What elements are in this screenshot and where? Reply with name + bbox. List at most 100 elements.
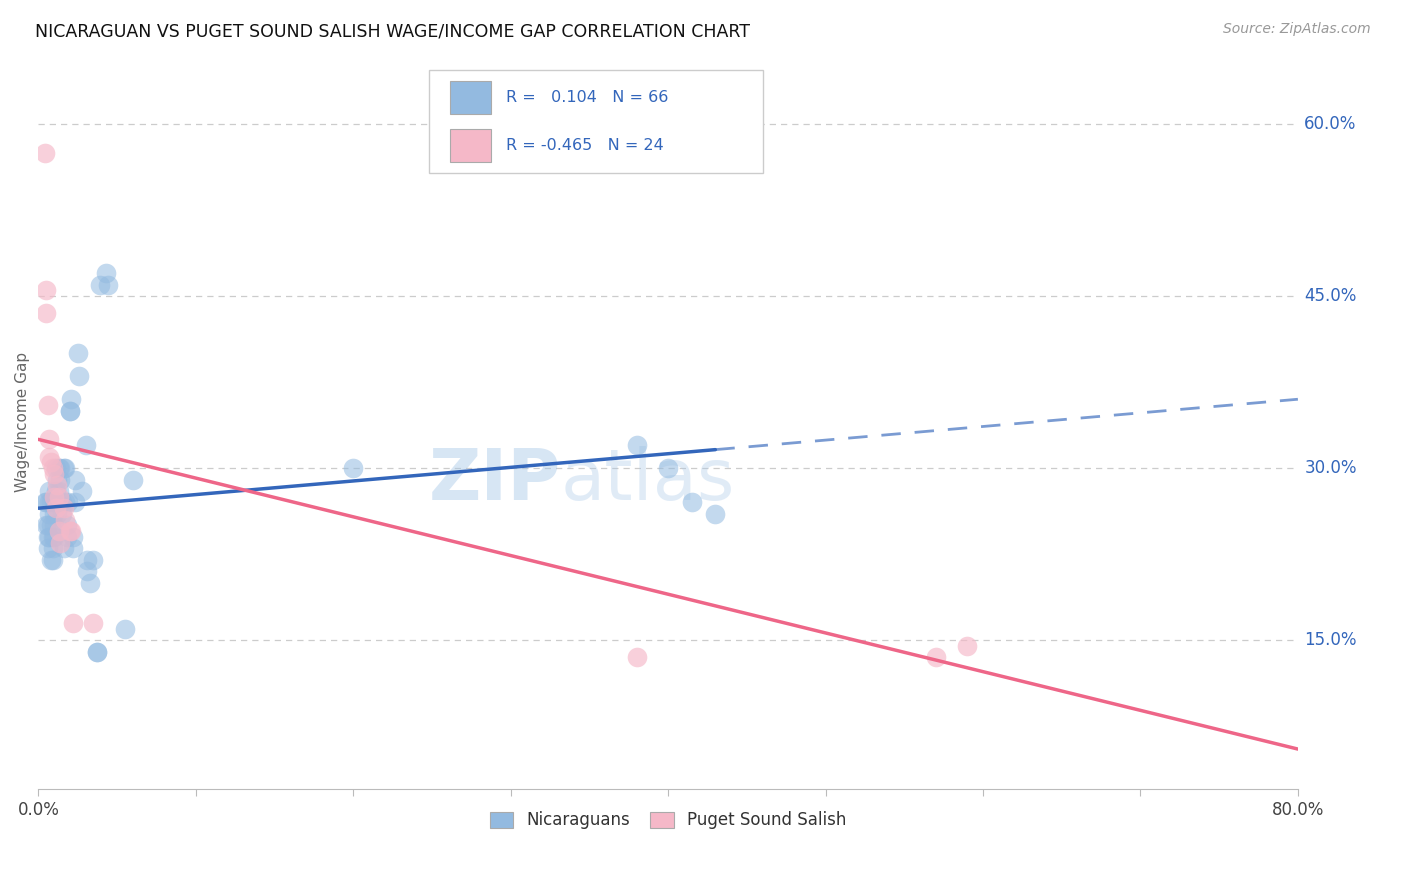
Point [41,461,63,475]
Point [38,483,60,498]
Point [38,530,60,544]
Point [46,495,69,509]
Point [55,530,77,544]
Point [97,277,120,292]
Point [39,495,62,509]
Point [82,553,104,567]
Point [45,501,67,516]
Point [66,346,89,360]
Y-axis label: Wage/Income Gap: Wage/Income Gap [15,352,30,492]
Point [48,490,70,504]
Point [67,369,90,384]
Point [704,507,727,521]
Text: Source: ZipAtlas.com: Source: ZipAtlas.com [1223,22,1371,37]
Point [39,455,62,469]
Point [59,524,82,538]
Point [626,438,648,452]
Point [42,467,65,481]
Point [42,507,65,521]
Text: 45.0%: 45.0% [1305,287,1357,305]
Point [76,553,98,567]
Point [35,306,58,320]
Point [37,398,59,412]
Point [48,483,70,498]
Point [925,650,948,665]
Point [58,495,80,509]
Point [37,530,59,544]
Point [342,461,364,475]
Point [49,473,72,487]
Point [956,639,979,653]
Point [42,495,65,509]
Point [34,495,56,509]
Point [34,145,56,160]
Point [49,461,72,475]
Point [657,461,679,475]
Point [39,553,62,567]
Text: R = -0.465   N = 24: R = -0.465 N = 24 [506,137,664,153]
Point [63,495,86,509]
Text: R =   0.104   N = 66: R = 0.104 N = 66 [506,90,668,105]
Point [53,495,76,509]
Point [76,564,98,578]
Point [49,535,72,549]
Point [52,501,75,516]
Point [42,518,65,533]
Text: 30.0%: 30.0% [1305,459,1357,477]
Point [38,507,60,521]
Point [121,473,143,487]
Point [42,490,65,504]
Text: NICARAGUAN VS PUGET SOUND SALISH WAGE/INCOME GAP CORRELATION CHART: NICARAGUAN VS PUGET SOUND SALISH WAGE/IN… [35,22,751,40]
Point [39,518,62,533]
Text: ZIP: ZIP [429,446,561,516]
Point [46,478,69,492]
Point [60,392,83,407]
Point [45,483,67,498]
Point [59,403,82,417]
Point [86,644,108,658]
Text: atlas: atlas [561,446,735,516]
FancyBboxPatch shape [429,70,762,172]
Point [35,518,58,533]
Point [45,495,67,509]
Point [59,403,82,417]
Point [72,483,94,498]
Point [55,518,77,533]
Point [114,622,136,636]
Point [38,433,60,447]
Point [38,450,60,464]
Point [52,541,75,556]
Point [38,495,60,509]
Point [53,461,76,475]
Point [46,507,69,521]
Point [681,495,703,509]
Point [35,495,58,509]
Point [86,644,108,658]
Point [89,277,111,292]
Bar [450,128,491,161]
Point [62,615,84,630]
Point [41,541,63,556]
Point [94,266,117,280]
Point [53,513,76,527]
Point [42,530,65,544]
Point [75,438,97,452]
Text: 60.0%: 60.0% [1305,115,1357,133]
Point [62,541,84,556]
Point [51,507,73,521]
Point [37,541,59,556]
Point [48,524,70,538]
Point [35,283,58,297]
Text: 15.0%: 15.0% [1305,632,1357,649]
Legend: Nicaraguans, Puget Sound Salish: Nicaraguans, Puget Sound Salish [484,805,853,836]
Point [45,461,67,475]
Point [82,615,104,630]
Point [79,575,101,590]
Point [41,530,63,544]
Point [46,473,69,487]
Point [626,650,648,665]
Point [62,530,84,544]
Point [52,461,75,475]
Point [48,461,70,475]
Point [41,553,63,567]
